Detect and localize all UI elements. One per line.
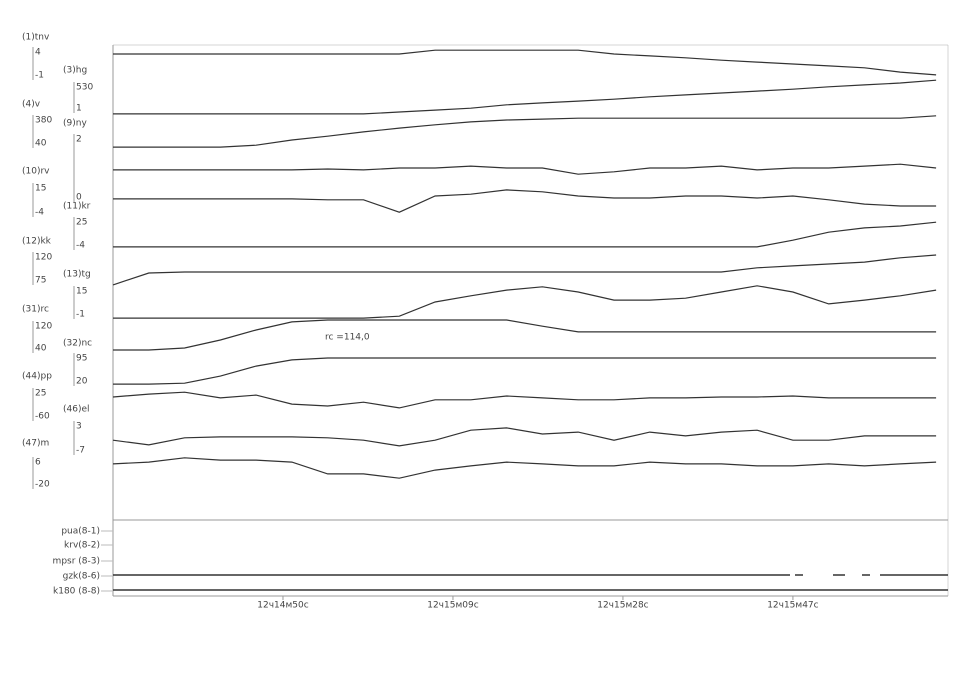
scale-label: 0 — [76, 193, 82, 203]
scale-label: 15 — [76, 287, 87, 297]
channel-label: (9)ny — [63, 119, 87, 129]
trace — [113, 285, 937, 319]
annotation: rc =114,0 — [325, 333, 370, 343]
scale-label: 6 — [35, 458, 41, 468]
x-tick-label: 12ч14м50с — [257, 601, 308, 611]
scale-label: 25 — [35, 389, 46, 399]
scale-label: -1 — [76, 310, 85, 320]
channel-label: (31)rc — [22, 305, 49, 315]
scale-label: 1 — [76, 104, 82, 114]
scale-label: 20 — [76, 377, 88, 387]
channel-label: (4)v — [22, 100, 41, 110]
scale-label: 75 — [35, 276, 46, 286]
scale-label: -4 — [35, 208, 44, 218]
trace — [113, 319, 937, 351]
channel-label: (46)el — [63, 405, 90, 415]
trace — [113, 163, 937, 175]
trace — [113, 49, 937, 76]
discrete-label: k180 (8-8) — [53, 587, 100, 597]
x-tick-label: 12ч15м09с — [427, 601, 478, 611]
trace — [113, 189, 937, 213]
trace — [113, 79, 937, 115]
scale-label: 2 — [76, 135, 82, 145]
trace — [113, 115, 937, 148]
scale-label: 95 — [76, 354, 87, 364]
channel-label: (44)pp — [22, 372, 52, 382]
discrete-label: krv(8-2) — [64, 541, 100, 551]
discrete-label: mpsr (8-3) — [53, 557, 100, 567]
scale-label: 380 — [35, 116, 52, 126]
scale-label: -20 — [35, 480, 50, 490]
channel-label: (13)tg — [63, 270, 91, 280]
channel-label: (47)m — [22, 439, 49, 449]
x-tick-label: 12ч15м47с — [767, 601, 818, 611]
scale-label: 40 — [35, 139, 47, 149]
trace — [113, 357, 937, 385]
trace — [112, 391, 937, 409]
scale-label: 120 — [35, 253, 52, 263]
channel-label: (32)nc — [63, 339, 92, 349]
scale-label: 3 — [76, 422, 82, 432]
scale-label: -4 — [76, 241, 85, 251]
trace — [112, 427, 937, 447]
discrete-label: gzk(8-6) — [63, 572, 100, 582]
scale-label: 4 — [35, 48, 41, 58]
scale-label: 40 — [35, 344, 47, 354]
channel-label: (10)rv — [22, 167, 50, 177]
trace — [112, 254, 937, 286]
channel-label: (3)hg — [63, 66, 87, 76]
channel-label: (1)tnv — [22, 33, 50, 43]
channel-label: (12)kk — [22, 237, 52, 247]
x-tick-label: 12ч15м28с — [597, 601, 648, 611]
channel-label: (11)kr — [63, 202, 91, 212]
scale-label: 530 — [76, 83, 93, 93]
scale-label: 15 — [35, 184, 46, 194]
trace — [112, 457, 937, 479]
scale-label: 25 — [76, 218, 87, 228]
trace — [113, 221, 937, 248]
scale-label: -1 — [35, 71, 44, 81]
scale-label: 120 — [35, 322, 52, 332]
scale-label: -7 — [76, 446, 85, 456]
discrete-label: pua(8-1) — [61, 527, 100, 537]
scale-label: -60 — [35, 412, 50, 422]
